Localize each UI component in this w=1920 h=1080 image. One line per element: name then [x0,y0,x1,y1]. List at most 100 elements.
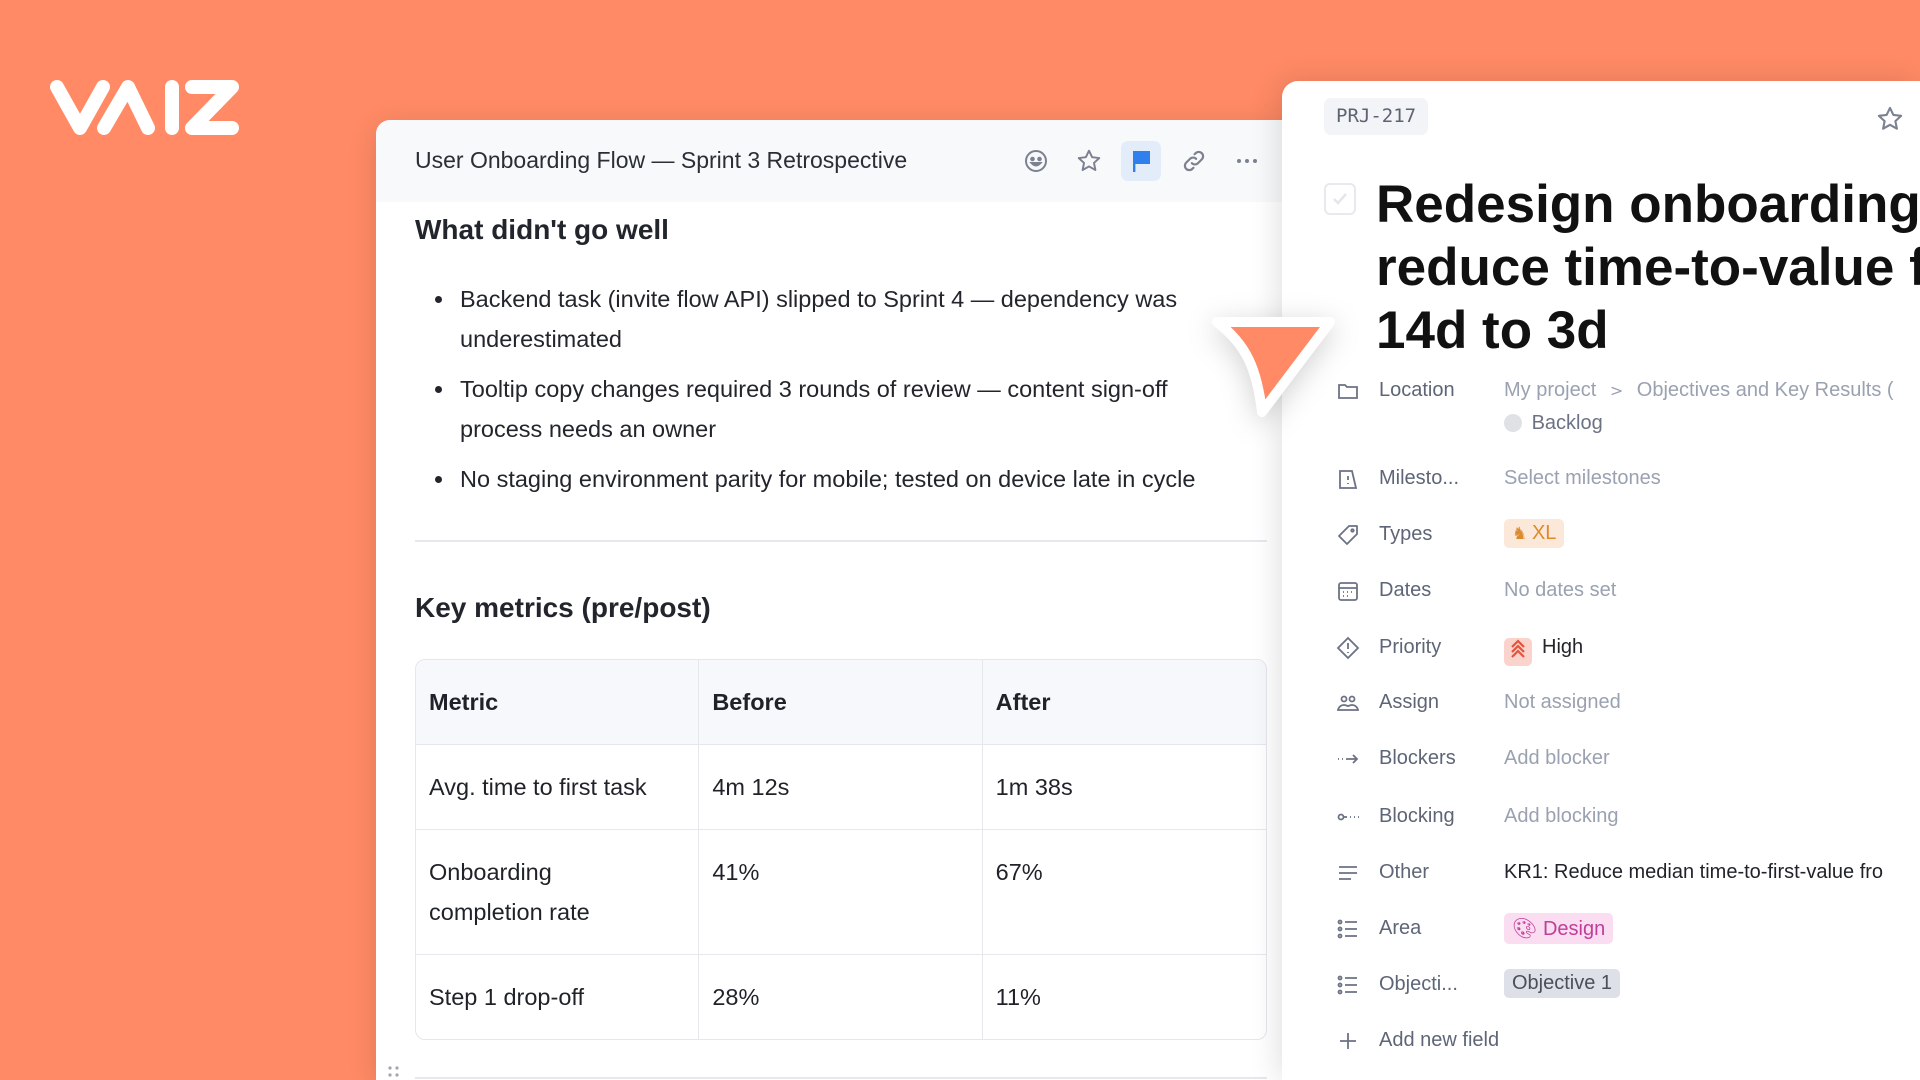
field-label: Blocking [1379,805,1455,827]
add-new-field-button[interactable]: Add new field [1282,1024,1920,1058]
field-value[interactable]: KR1: Reduce median time-to-first-value f… [1504,861,1884,883]
field-other[interactable]: Other KR1: Reduce median time-to-first-v… [1282,856,1920,890]
field-blockers[interactable]: Blockers Add blocker [1282,742,1920,776]
table-cell: 41% [699,830,983,955]
field-value[interactable]: No dates set [1504,579,1617,601]
table-cell: Onboarding completion rate [416,830,700,955]
cursor-pointer-icon [1212,317,1335,417]
field-location[interactable]: Location My project > Objectives and Key… [1282,374,1920,408]
document-header: User Onboarding Flow — Sprint 3 Retrospe… [376,120,1296,202]
field-value[interactable]: Add blocking [1504,805,1619,827]
field-blocking[interactable]: Blocking Add blocking [1282,800,1920,834]
table-cell: Step 1 drop-off [416,955,700,1039]
star-icon[interactable] [1876,105,1904,133]
dog-icon: ♞ [1512,524,1532,543]
field-label: Objecti... [1379,973,1458,995]
list-icon [1337,919,1357,939]
field-label: Area [1379,917,1422,939]
blocker-arrow-icon [1338,754,1359,764]
document-title: User Onboarding Flow — Sprint 3 Retrospe… [415,147,908,173]
section-heading: What didn't go well [415,214,669,245]
bullet-item: No staging environment parity for mobile… [415,459,1255,499]
field-objective[interactable]: Objecti... Objective 1 [1282,968,1920,1002]
complete-checkbox[interactable] [1324,183,1356,215]
status-value: Backlog [1504,412,1603,435]
text-lines-icon [1339,866,1357,880]
field-label: Types [1379,523,1433,545]
task-title[interactable]: Redesign onboarding f reduce time-to-val… [1376,173,1920,362]
flag-icon[interactable] [1121,141,1161,181]
field-value[interactable]: Not assigned [1504,691,1621,713]
field-label: Priority [1379,636,1442,658]
star-icon[interactable] [1069,141,1109,181]
task-title-line: Redesign onboarding f [1376,175,1920,234]
table-cell: 4m 12s [699,745,983,830]
table-cell: 28% [699,955,983,1039]
priority-icon [1336,636,1360,660]
table-cell: 11% [995,984,1041,1010]
divider [415,1077,1267,1079]
priority-high-icon [1504,638,1532,666]
palette-icon: 🎨︎ [1512,918,1543,940]
document-panel: User Onboarding Flow — Sprint 3 Retrospe… [376,120,1296,1080]
field-label: Other [1379,861,1430,883]
field-value[interactable]: High [1504,636,1583,666]
location-board-link[interactable]: Objectives and Key Results ( [1636,379,1894,401]
calendar-icon [1338,582,1358,601]
table-row: Step 1 drop-off 28% 11% [416,955,1266,1039]
field-area[interactable]: Area 🎨︎ Design [1282,912,1920,946]
field-priority[interactable]: Priority High [1282,631,1920,666]
table-cell: 67% [982,830,1266,955]
location-project-link[interactable]: My project [1504,379,1597,401]
table-header: Metric [416,660,700,745]
field-label: Assign [1379,691,1440,713]
users-icon [1336,695,1360,711]
vaiz-logo [50,80,239,135]
table-cell: Avg. time to first task [416,745,700,830]
metrics-table: Metric Before After Avg. time to first t… [415,659,1267,1040]
check-icon [1333,193,1347,205]
field-value[interactable]: Add blocker [1504,747,1610,769]
field-label: Blockers [1379,747,1456,769]
divider [415,540,1267,542]
task-detail-panel: PRJ-217 Redesign onboarding f reduce tim… [1282,81,1920,1080]
field-milestones[interactable]: Milesto... Select milestones [1282,462,1920,496]
task-id-badge[interactable]: PRJ-217 [1324,98,1429,135]
field-types[interactable]: Types ♞ XL [1282,518,1920,552]
plus-icon [1340,1033,1356,1049]
field-label: Dates [1379,579,1432,601]
bullet-item: Tooltip copy changes required 3 rounds o… [415,369,1255,449]
chevron-right-icon: > [1609,381,1624,400]
field-value[interactable]: 🎨︎ Design [1504,913,1614,948]
bullet-item: Backend task (invite flow API) slipped t… [415,279,1255,359]
more-icon[interactable] [1227,141,1267,181]
tag-icon [1338,525,1358,545]
add-field-label: Add new field [1379,1029,1500,1051]
list-icon [1337,975,1357,995]
field-value[interactable]: ♞ XL [1504,519,1565,552]
task-title-line: 14d to 3d [1376,301,1609,360]
blocking-icon [1337,813,1359,821]
drag-handle-icon[interactable] [388,1066,400,1078]
table-header: Before [699,660,983,745]
table-cell: 1m 38s [982,745,1266,830]
field-status[interactable]: Backlog [1282,407,1920,441]
table-row: Onboarding completion rate 41% 67% [416,830,1266,955]
table-header: After [982,660,1266,745]
task-title-line: reduce time-to-value f [1376,238,1920,297]
field-value[interactable]: Objective 1 [1504,969,1621,1002]
table-row: Avg. time to first task 4m 12s 1m 38s [416,745,1266,830]
field-dates[interactable]: Dates No dates set [1282,574,1920,608]
section-heading: Key metrics (pre/post) [415,592,711,623]
milestone-icon [1339,470,1358,489]
field-label: Milesto... [1379,467,1460,489]
field-label: Location [1379,379,1455,401]
folder-icon [1338,384,1358,399]
status-dot-icon [1504,414,1522,432]
table-header-row: Metric Before After [416,660,1266,745]
field-value: My project > Objectives and Key Results … [1504,379,1894,402]
field-assign[interactable]: Assign Not assigned [1282,686,1920,720]
link-icon[interactable] [1174,141,1214,181]
emoji-icon[interactable] [1016,141,1056,181]
field-value[interactable]: Select milestones [1504,467,1661,489]
